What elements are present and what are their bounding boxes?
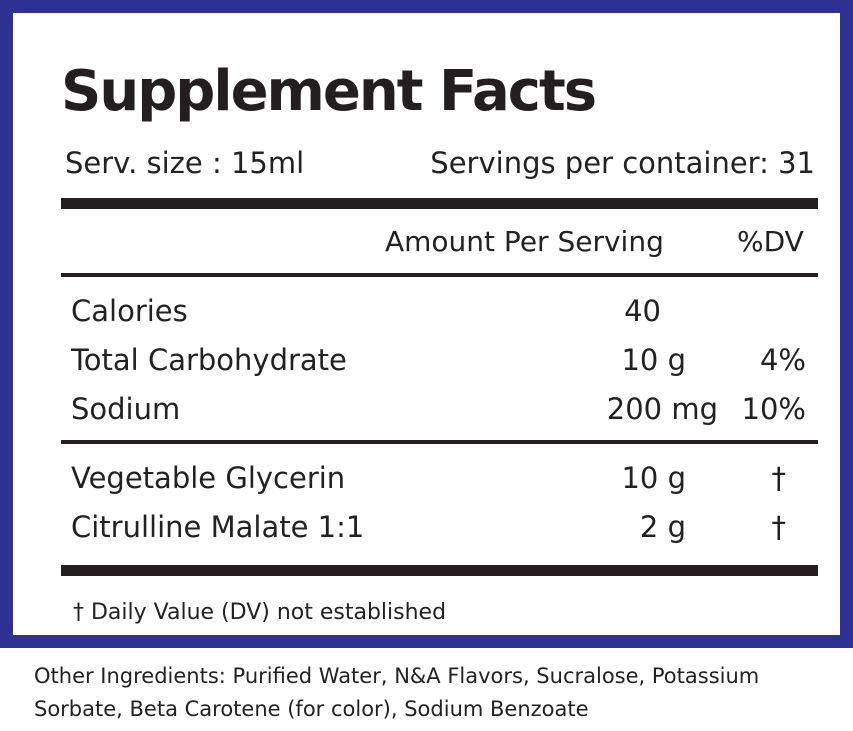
nutrient-name: Calories: [71, 294, 188, 328]
column-header-dv: %DV: [737, 225, 804, 258]
nutrient-amount: 10 g: [621, 343, 686, 377]
other-ingredients: Other Ingredients: Purified Water, N&A F…: [34, 664, 760, 721]
panel-title: Supplement Facts: [61, 59, 597, 124]
supplement-facts-panel: Supplement Facts Serv. size : 15ml Servi…: [0, 0, 853, 648]
thin-divider-header: [61, 273, 818, 277]
thick-divider-bottom: [61, 565, 818, 576]
column-header-amount: Amount Per Serving: [385, 225, 664, 258]
thick-divider-top: [61, 198, 818, 209]
ingredient-name: Citrulline Malate 1:1: [71, 510, 365, 544]
ingredient-row-citrulline: Citrulline Malate 1:1 2 g †: [13, 503, 853, 551]
servings-per-container: Servings per container: 31: [430, 146, 815, 180]
footnote: † Daily Value (DV) not established: [73, 600, 447, 625]
ingredient-amount: 2 g: [639, 510, 686, 544]
serving-size: Serv. size : 15ml: [65, 146, 305, 180]
nutrient-amount: 200 mg: [606, 392, 718, 426]
ingredient-row-glycerin: Vegetable Glycerin 10 g †: [13, 454, 853, 502]
nutrient-row-calories: Calories 40: [13, 287, 853, 335]
nutrient-amount: 40: [624, 294, 661, 328]
ingredient-dv: †: [771, 461, 787, 495]
nutrient-name: Total Carbohydrate: [71, 343, 347, 377]
thin-divider-ingredients: [61, 440, 818, 444]
nutrient-row-sodium: Sodium 200 mg 10%: [13, 385, 853, 433]
nutrient-name: Sodium: [71, 392, 181, 426]
ingredient-dv: †: [771, 510, 787, 544]
nutrient-row-carbohydrate: Total Carbohydrate 10 g 4%: [13, 336, 853, 384]
nutrient-dv: 10%: [741, 392, 806, 426]
ingredient-amount: 10 g: [621, 461, 686, 495]
serving-info: Serv. size : 15ml Servings per container…: [65, 141, 815, 185]
ingredient-name: Vegetable Glycerin: [71, 461, 346, 495]
nutrient-dv: 4%: [759, 343, 806, 377]
